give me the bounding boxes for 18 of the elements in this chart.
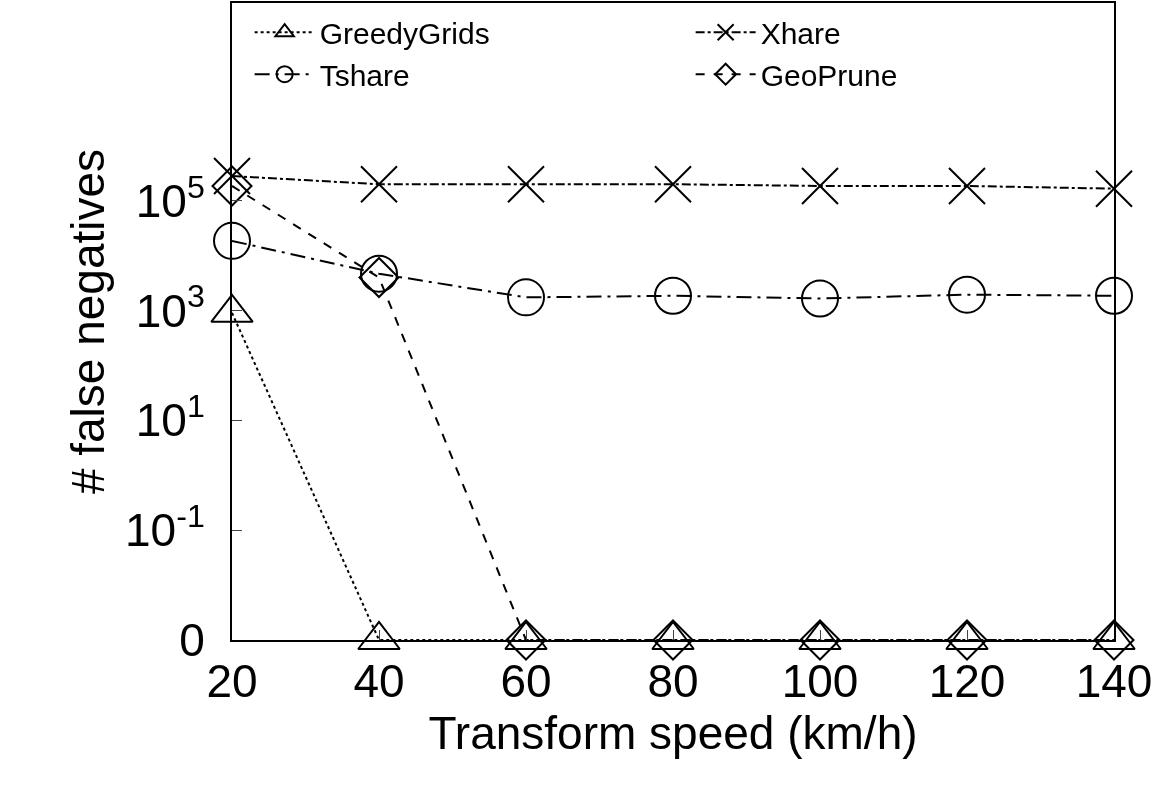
y-tick-label: 10$^{1}$ [135, 388, 205, 447]
y-axis-title: # false negatives [61, 148, 114, 495]
x-tick-label: 80 [647, 655, 699, 708]
x-tick-label: 60 [500, 655, 552, 708]
x-tick-label: 20 [206, 655, 258, 708]
x-tick-label: 140 [1075, 655, 1153, 708]
x-axis-title: Transform speed (km/h) [428, 707, 918, 760]
x-tick-label: 100 [781, 655, 859, 708]
y-tick-label: 10$^{5}$ [135, 168, 205, 227]
legend-label: GeoPrune [760, 58, 898, 92]
y-tick-label: 10$^{-1}$ [125, 497, 205, 557]
x-tick-label: 120 [928, 655, 1006, 708]
x-tick-label: 40 [353, 655, 405, 708]
legend-label: Tshare [319, 58, 410, 92]
legend-label: Xhare [760, 16, 841, 50]
legend-label: GreedyGrids [319, 16, 490, 50]
y-tick-label: 10$^{3}$ [135, 278, 205, 337]
y-tick-label: 0 [179, 614, 205, 667]
